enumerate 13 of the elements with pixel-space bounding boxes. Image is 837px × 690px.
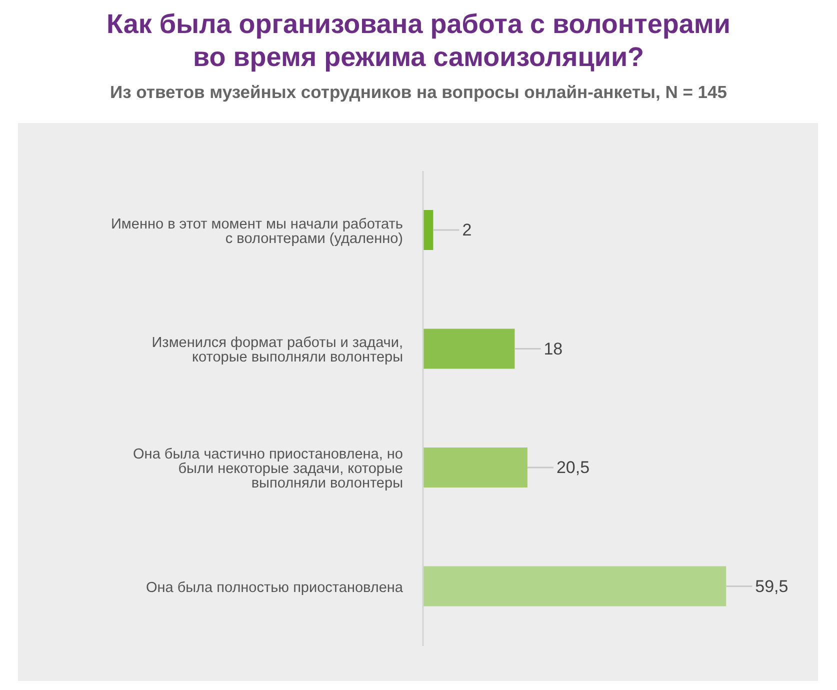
- bar: [423, 328, 515, 369]
- data-label: 2: [462, 220, 472, 240]
- data-label: 20,5: [556, 458, 590, 477]
- y-tick-label: Именно в этот момент мы начали работать с волонтерами (удаленно): [111, 216, 403, 247]
- y-tick-label: Она была полностью приостановлена: [146, 580, 404, 596]
- chart-subtitle: Из ответов музейных сотрудников на вопросы онлайн-анкеты, N = 145: [108, 82, 728, 103]
- data-label: 18: [544, 339, 563, 358]
- data-label: 59,5: [755, 576, 788, 596]
- bar: [423, 448, 528, 488]
- y-tick-label: Изменился формат работы и задачи, которые выполняли волонтеры: [152, 335, 403, 366]
- y-tick-label: Она была частично приостановлена, но были некоторые задачи, которые выполняли волонтеры: [133, 446, 403, 492]
- bar: [423, 566, 726, 606]
- chart-title: Как была организована работа с волонтерами во время режима самоизоляции?: [106, 8, 732, 74]
